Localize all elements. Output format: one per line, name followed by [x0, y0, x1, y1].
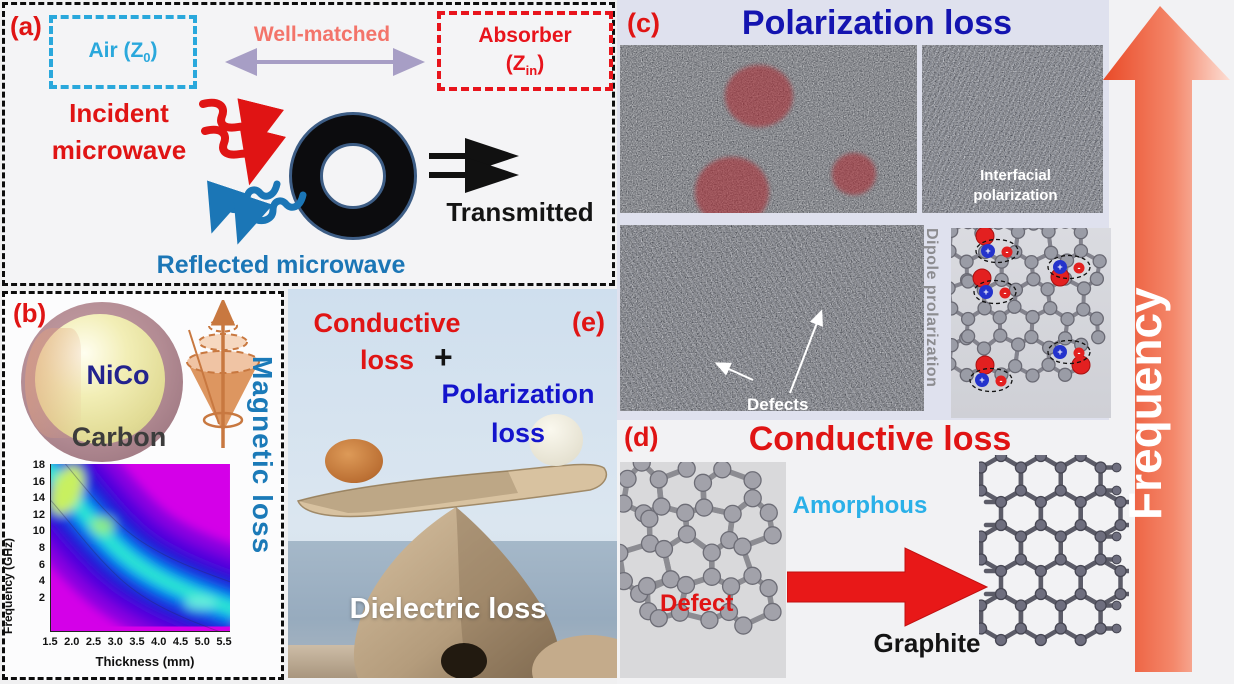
panel-e-label: (e)	[572, 307, 605, 337]
x-tick: 4.5	[172, 636, 189, 648]
x-tick: 1.5	[42, 636, 58, 648]
absorber-label-line2: (Zin)	[505, 51, 545, 78]
nico-label: NiCo	[86, 360, 150, 390]
tem-image-interface	[922, 45, 1103, 213]
incident-microwave-label: Incident microwave	[51, 98, 187, 165]
y-axis-label: Frequency (GHz)	[1, 537, 15, 634]
graphite-lattice-illustration	[979, 455, 1129, 647]
magnetic-precession-icon	[186, 300, 260, 448]
conductive-loss-title: Conductive loss	[748, 420, 1012, 458]
x-axis-label: Thickness (mm)	[95, 654, 195, 669]
svg-text:-: -	[1004, 288, 1007, 298]
contour-plot-area	[50, 464, 230, 632]
absorber-label-line1: Absorber	[478, 24, 572, 48]
magnetic-loss-label: Magnetic loss	[247, 356, 278, 555]
nanoparticle-highlight-1	[725, 65, 793, 127]
conductive-loss-label: Conductive loss	[313, 308, 461, 375]
air-impedance-box: Air (Z0)	[49, 15, 197, 89]
tem-image-nanoparticles	[620, 45, 917, 213]
reflected-microwave-label: Reflected microwave	[156, 251, 406, 279]
defects-label: Defects	[747, 395, 809, 414]
y-tick: 8	[38, 542, 45, 554]
y-tick: 14	[32, 492, 45, 505]
defect-label: Defect	[660, 590, 734, 617]
panel-d-label: (d)	[624, 422, 659, 452]
sphere-cutaway	[25, 328, 81, 438]
x-tick: 3.5	[129, 636, 145, 648]
x-tick: 2.5	[85, 636, 102, 648]
tem-image-defects	[620, 225, 924, 411]
plus-sign: +	[434, 339, 453, 375]
panel-a-arrows	[199, 48, 519, 245]
absorber-torus-hole	[320, 143, 386, 209]
y-tick: 16	[32, 475, 45, 488]
x-tick: 5.0	[194, 636, 210, 648]
defect-arrow-2	[714, 362, 754, 381]
right-section: (c) Polarization loss Interfacial polari…	[610, 0, 1234, 684]
rock-hole	[441, 643, 487, 678]
y-tick: 6	[38, 558, 45, 571]
absorber-impedance-box: Absorber (Zin)	[437, 11, 613, 91]
nanoparticle-highlight-2	[832, 153, 876, 195]
svg-text:-: -	[1006, 247, 1009, 257]
polarization-loss-title: Polarization loss	[741, 4, 1013, 42]
svg-text:+: +	[1057, 347, 1062, 357]
defect-arrow-1	[789, 309, 823, 394]
panel-a-impedance-matching: (a) Air (Z0) Well-matched Absorber (Zin)…	[2, 2, 615, 286]
x-tick: 4.0	[151, 636, 167, 648]
polarization-loss-label: Polarization loss	[441, 379, 595, 448]
y-tick: 12	[32, 508, 45, 521]
y-tick: 2	[38, 591, 45, 604]
dipole-polarization-label: Dipole prolarization	[923, 228, 940, 388]
carbon-label: Carbon	[71, 422, 167, 452]
frequency-label: Frequency	[1119, 287, 1171, 520]
interfacial-polarization-label: Interfacial polarization	[973, 167, 1058, 204]
y-tick: 4	[38, 575, 45, 588]
svg-text:-: -	[1078, 263, 1081, 273]
amorphous-carbon-illustration: Defect	[610, 453, 786, 678]
panel-b-label: (b)	[13, 298, 47, 328]
flat-balance-rock	[296, 463, 608, 518]
contour-chart: 2 4 6 8 10 12 14 16 18 1.5 2.0 2.5 3.0 3.5 4.0 4.5 5.0 5…	[1, 454, 287, 680]
pyramid-rock	[353, 507, 561, 678]
svg-text:+: +	[985, 246, 990, 256]
y-tick: 10	[32, 525, 45, 538]
reflected-wave-arrow-1	[207, 180, 281, 234]
dielectric-loss-label: Dielectric loss	[349, 593, 547, 625]
svg-text:-: -	[1078, 348, 1081, 358]
dipole-molecule-illustration: + - + - + - + - + -	[941, 214, 1111, 418]
x-tick: 2.0	[64, 636, 80, 648]
transmitted-label: Transmitted	[446, 197, 594, 227]
graphitization-arrow	[787, 547, 989, 627]
frequency-axis-arrow: Frequency	[1100, 0, 1234, 678]
panel-c-label: (c)	[627, 8, 660, 38]
well-matched-label: Well-matched	[253, 23, 391, 46]
panel-a-label: (a)	[10, 11, 42, 41]
orange-stone	[325, 439, 383, 483]
bottom-right-rock	[532, 635, 617, 678]
reflected-wave-arrow-2	[233, 191, 307, 245]
air-label: Air (Z0)	[88, 38, 158, 66]
y-tick: 18	[32, 459, 45, 471]
amorphous-label: Amorphous	[792, 492, 928, 519]
svg-text:+: +	[979, 375, 984, 385]
svg-text:+: +	[983, 287, 988, 297]
x-tick: 5.5	[216, 636, 232, 648]
panel-b-magnetic-loss: (b) NiCo Carbon Magnetic loss	[1, 291, 287, 680]
balanced-rocks-illustration	[296, 414, 617, 678]
svg-text:-: -	[1000, 376, 1003, 386]
white-stone	[529, 414, 583, 466]
incident-wave-arrow-2	[201, 125, 286, 186]
panel-e-balance-photo: Conductive loss + Polarization loss (e) …	[288, 289, 617, 678]
nanoparticle-highlight-3	[695, 157, 769, 213]
graphite-label: Graphite	[873, 628, 981, 658]
svg-text:+: +	[1057, 262, 1062, 272]
x-tick: 3.0	[107, 636, 123, 648]
